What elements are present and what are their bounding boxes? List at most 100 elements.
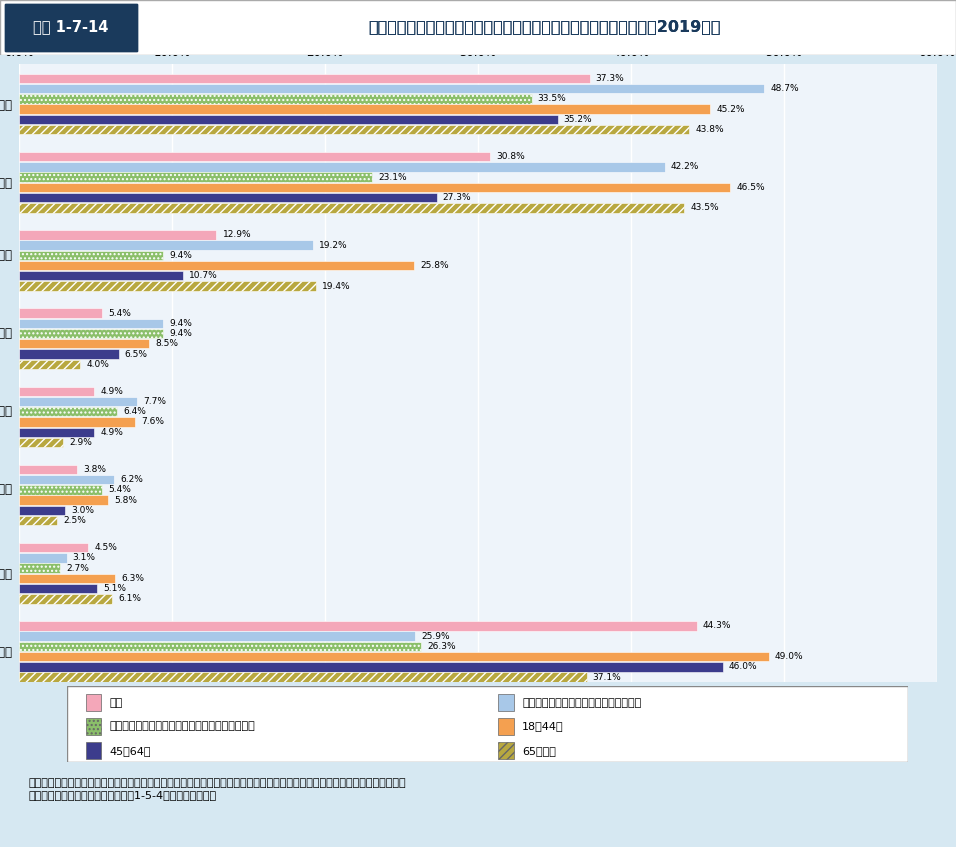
Bar	[19, 359, 80, 369]
Text: 6.4%: 6.4%	[123, 407, 146, 416]
Bar	[19, 203, 684, 213]
Bar	[19, 495, 108, 505]
Text: 65歳以上: 65歳以上	[522, 746, 556, 756]
Text: 12.9%: 12.9%	[223, 230, 251, 240]
Bar	[86, 743, 101, 759]
Text: 図表 1-7-14: 図表 1-7-14	[33, 19, 108, 34]
Text: 高齢者・障害者福祉サービスの利用経験ありの者: 高齢者・障害者福祉サービスの利用経験ありの者	[110, 722, 255, 732]
Bar	[19, 261, 414, 270]
Bar	[19, 632, 415, 641]
Bar	[86, 695, 101, 711]
Text: 23.1%: 23.1%	[379, 173, 407, 181]
Bar	[19, 475, 114, 484]
Text: 46.0%: 46.0%	[728, 662, 757, 672]
Text: 9.4%: 9.4%	[169, 318, 192, 328]
Text: 2.5%: 2.5%	[63, 516, 86, 525]
Text: 4.9%: 4.9%	[100, 387, 123, 396]
Bar	[19, 396, 137, 407]
Text: 3.1%: 3.1%	[73, 553, 96, 562]
Text: 総数: 総数	[110, 698, 123, 708]
Bar	[19, 438, 63, 447]
Bar	[19, 104, 710, 113]
Bar	[19, 386, 94, 396]
Text: 25.9%: 25.9%	[422, 632, 450, 640]
Text: 18～44歳: 18～44歳	[522, 722, 564, 732]
Bar	[86, 718, 101, 735]
Text: 暮らしやすいまちづくりへの関わり（これからしようと思うこと・2019年）: 暮らしやすいまちづくりへの関わり（これからしようと思うこと・2019年）	[369, 19, 721, 34]
Text: 資料：厚生労働省政策統括官付政策立案・評価担当参事官室委託「人口減少社会における医療・福祉の利用に関する意識調査」
（注）　調査の概要については図表1-5-4の: 資料：厚生労働省政策統括官付政策立案・評価担当参事官室委託「人口減少社会における…	[29, 778, 406, 800]
Bar	[19, 673, 587, 682]
Text: 3.0%: 3.0%	[71, 506, 94, 515]
Bar	[498, 743, 513, 759]
Bar	[19, 152, 490, 161]
Bar	[19, 172, 373, 182]
Bar	[19, 506, 65, 515]
Text: 25.8%: 25.8%	[420, 261, 448, 270]
Bar	[19, 318, 163, 328]
Text: 図表 1-7-14: 図表 1-7-14	[33, 19, 108, 34]
Text: 10.7%: 10.7%	[189, 271, 218, 280]
Bar	[19, 563, 60, 573]
Bar	[19, 84, 764, 93]
Bar	[19, 193, 437, 202]
Text: 35.2%: 35.2%	[564, 115, 593, 124]
Text: 33.5%: 33.5%	[537, 94, 566, 103]
Text: 5.8%: 5.8%	[114, 495, 137, 505]
Text: 2.9%: 2.9%	[70, 438, 93, 447]
Bar	[19, 339, 149, 348]
Text: 5.1%: 5.1%	[103, 584, 126, 593]
Text: 6.5%: 6.5%	[124, 350, 147, 358]
Bar	[19, 418, 136, 427]
Bar	[19, 281, 315, 291]
Bar	[19, 642, 422, 651]
Text: 37.1%: 37.1%	[593, 673, 621, 682]
Text: 子育て福祉サービスの利用経験ありの者: 子育て福祉サービスの利用経験ありの者	[522, 698, 641, 708]
Bar	[19, 74, 590, 83]
Text: 27.3%: 27.3%	[443, 193, 471, 202]
Text: 49.0%: 49.0%	[774, 652, 803, 662]
Text: 6.3%: 6.3%	[121, 574, 144, 583]
Text: 暮らしやすいまちづくりへの関わり（これからしようと思うこと・2019年）: 暮らしやすいまちづくりへの関わり（これからしようと思うこと・2019年）	[369, 19, 721, 34]
Text: 19.4%: 19.4%	[322, 281, 351, 291]
Bar	[19, 428, 94, 437]
Bar	[19, 329, 163, 338]
Bar	[19, 251, 163, 260]
Text: 46.5%: 46.5%	[736, 183, 765, 191]
Bar	[19, 162, 664, 172]
Bar	[19, 595, 113, 604]
Bar	[19, 621, 697, 631]
Bar	[19, 652, 769, 662]
Bar	[19, 114, 557, 124]
Bar	[498, 695, 513, 711]
Text: 2.7%: 2.7%	[67, 563, 90, 573]
Bar	[5, 4, 137, 51]
Text: 6.2%: 6.2%	[120, 475, 143, 484]
Text: 3.8%: 3.8%	[83, 465, 106, 474]
Bar	[19, 308, 101, 318]
Bar	[19, 241, 313, 250]
Bar	[19, 553, 67, 562]
Bar	[19, 543, 88, 552]
Text: 45.2%: 45.2%	[717, 104, 745, 113]
Bar	[19, 465, 77, 474]
Bar	[19, 94, 532, 103]
Text: 37.3%: 37.3%	[596, 74, 624, 83]
Text: 30.8%: 30.8%	[496, 152, 525, 161]
Bar	[19, 573, 116, 583]
Bar	[19, 662, 723, 672]
Text: 43.8%: 43.8%	[695, 125, 724, 134]
Bar	[19, 349, 119, 359]
Text: 44.3%: 44.3%	[703, 622, 731, 630]
Text: 4.5%: 4.5%	[94, 543, 117, 552]
Bar	[19, 516, 57, 525]
Text: 9.4%: 9.4%	[169, 329, 192, 338]
Text: 5.4%: 5.4%	[108, 485, 131, 495]
Text: 42.2%: 42.2%	[671, 163, 699, 171]
Bar	[19, 407, 117, 417]
Text: 4.9%: 4.9%	[100, 428, 123, 437]
Bar	[19, 230, 216, 240]
Text: 8.5%: 8.5%	[155, 340, 178, 348]
Text: 5.4%: 5.4%	[108, 308, 131, 318]
Bar	[19, 485, 101, 495]
Text: 9.4%: 9.4%	[169, 251, 192, 260]
